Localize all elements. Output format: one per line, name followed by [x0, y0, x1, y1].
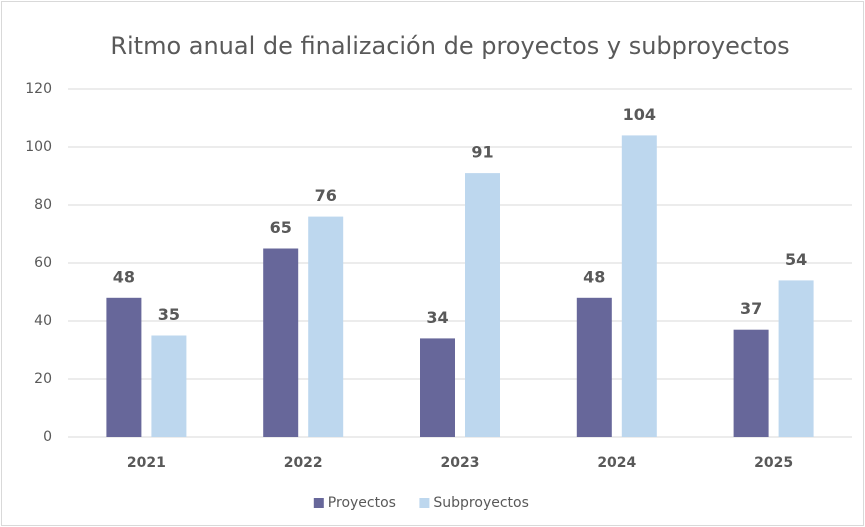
data-label: 104: [623, 105, 656, 124]
bar: [151, 335, 187, 437]
data-label: 65: [270, 218, 292, 237]
data-label: 37: [740, 299, 762, 318]
legend-swatch: [313, 498, 324, 508]
bar: [733, 329, 769, 437]
y-tick-label: 40: [34, 313, 52, 329]
chart-title: Ritmo anual de finalización de proyectos…: [110, 32, 789, 60]
bar: [621, 135, 657, 437]
y-tick-label: 0: [43, 429, 52, 445]
y-tick-label: 100: [25, 139, 52, 155]
y-tick-label: 20: [34, 371, 52, 387]
bar: [778, 280, 814, 437]
y-tick-label: 120: [25, 81, 52, 97]
bar: [106, 297, 142, 437]
x-tick-label: 2023: [441, 455, 480, 471]
x-tick-label: 2021: [127, 455, 166, 471]
bar: [420, 338, 455, 437]
bar: [263, 248, 299, 437]
y-tick-label: 60: [34, 255, 52, 271]
y-tick-label: 80: [34, 197, 52, 213]
bar: [308, 216, 344, 437]
data-label: 48: [583, 267, 605, 286]
legend-swatch: [419, 498, 430, 508]
bar: [576, 297, 612, 437]
data-label: 91: [471, 143, 493, 162]
data-label: 35: [158, 305, 180, 324]
legend-label: Subproyectos: [433, 495, 529, 511]
x-tick-label: 2022: [284, 455, 323, 471]
legend-label: Proyectos: [328, 495, 396, 511]
bar: [465, 173, 500, 437]
data-label: 48: [113, 267, 135, 286]
data-label: 34: [426, 308, 448, 327]
x-tick-label: 2025: [754, 455, 793, 471]
x-tick-label: 2024: [597, 455, 636, 471]
data-label: 76: [315, 186, 337, 205]
data-label: 54: [785, 250, 807, 269]
